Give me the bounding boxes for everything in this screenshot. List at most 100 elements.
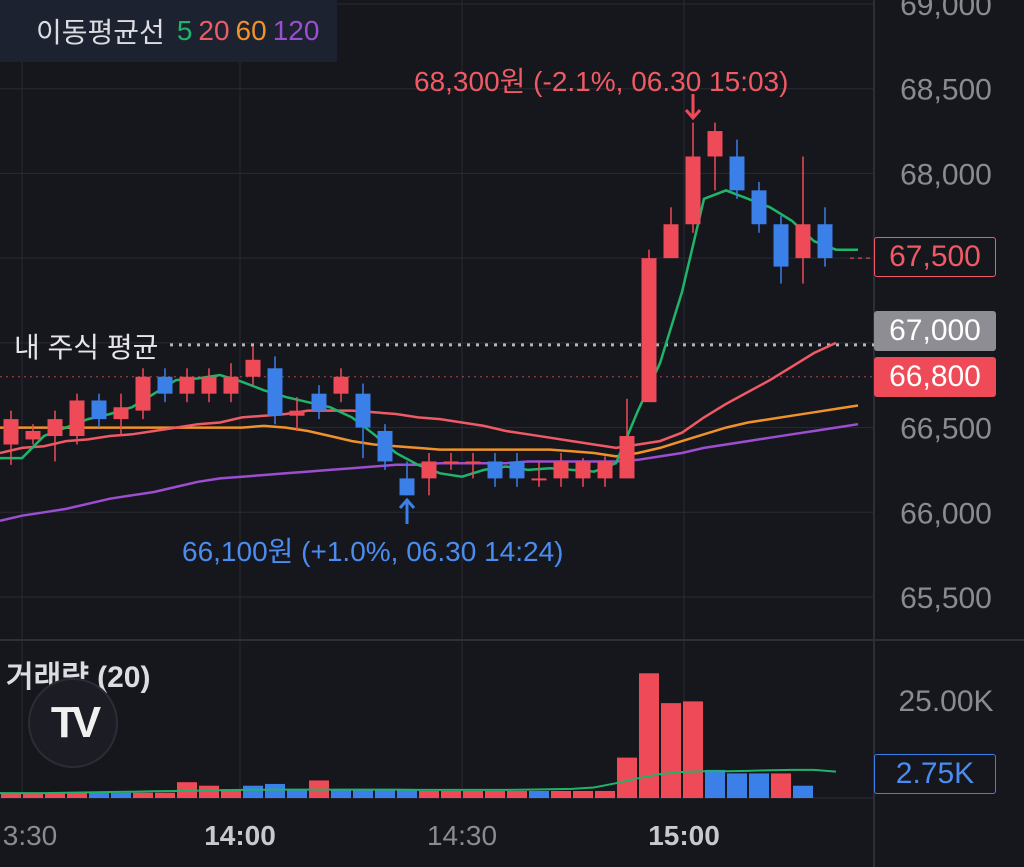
candle-body bbox=[619, 436, 635, 479]
time-axis: 3:30 14:00 14:30 15:00 bbox=[3, 820, 720, 851]
logo-text: TV bbox=[50, 698, 101, 747]
candle bbox=[619, 398, 635, 479]
candle-body bbox=[443, 461, 459, 464]
low-arrow-icon bbox=[398, 497, 416, 524]
volume-bar bbox=[133, 792, 153, 798]
candle bbox=[773, 215, 789, 284]
price-axis: 65,500 66,000 66,500 68,000 68,500 69,000 25.0… bbox=[898, 0, 993, 718]
time-tick-label: 3:30 bbox=[3, 820, 58, 851]
candle bbox=[333, 368, 349, 403]
candle bbox=[707, 122, 723, 191]
volume-bar bbox=[199, 785, 219, 798]
candle-body bbox=[135, 376, 151, 411]
volume-bar bbox=[155, 792, 175, 798]
candle bbox=[509, 452, 525, 487]
candle bbox=[553, 452, 569, 487]
candle-body bbox=[91, 400, 107, 420]
ma-legend-title: 이동평균선 bbox=[36, 17, 165, 48]
markers bbox=[398, 94, 702, 524]
time-tick-label: 14:30 bbox=[427, 820, 497, 851]
candle bbox=[179, 368, 195, 403]
volume-bar bbox=[573, 790, 593, 798]
time-tick-label: 14:00 bbox=[204, 820, 276, 851]
volume-bar bbox=[749, 773, 769, 798]
volume-bar bbox=[705, 769, 725, 798]
volume-bar bbox=[111, 792, 131, 798]
volume-bar bbox=[639, 673, 659, 798]
candle-body bbox=[663, 224, 679, 259]
candle-body bbox=[421, 461, 437, 479]
candle-body bbox=[355, 393, 371, 428]
volume-bar bbox=[771, 773, 791, 798]
candle bbox=[91, 393, 107, 428]
candle bbox=[575, 458, 591, 487]
volume-bar bbox=[793, 785, 813, 798]
volume-bar bbox=[397, 789, 417, 798]
tradingview-logo-icon[interactable]: TV bbox=[28, 678, 118, 768]
volume-bar bbox=[661, 703, 681, 798]
candle bbox=[597, 456, 613, 487]
candle-body bbox=[795, 224, 811, 259]
candle-body bbox=[575, 461, 591, 479]
candles bbox=[3, 122, 833, 496]
candle bbox=[135, 368, 151, 420]
candle-body bbox=[47, 419, 63, 437]
volume-bar bbox=[23, 792, 43, 798]
ma-legend-5: 5 bbox=[176, 15, 193, 46]
candle-body bbox=[157, 376, 173, 394]
candle bbox=[729, 139, 745, 199]
candle-body bbox=[333, 376, 349, 394]
candle-body bbox=[69, 400, 85, 437]
price-tick-label: 66,000 bbox=[900, 497, 992, 530]
candle bbox=[531, 461, 547, 487]
volume-bar bbox=[1, 792, 21, 798]
candle-body bbox=[377, 430, 393, 462]
candle-body bbox=[641, 258, 657, 403]
volume-bar bbox=[463, 790, 483, 798]
candle bbox=[157, 368, 173, 403]
candle bbox=[465, 452, 481, 479]
candle-body bbox=[487, 461, 503, 479]
candle-body bbox=[3, 419, 19, 445]
volume-bar bbox=[67, 792, 87, 798]
volume-bar bbox=[617, 757, 637, 798]
volume-bar bbox=[375, 789, 395, 798]
bid-price-tag: 66,800 bbox=[874, 357, 996, 397]
candle-body bbox=[773, 224, 789, 267]
candle-body bbox=[751, 190, 767, 225]
candle-body bbox=[113, 407, 129, 420]
candle-body bbox=[245, 359, 261, 377]
candle-body bbox=[729, 156, 745, 191]
volume-bar bbox=[441, 790, 461, 798]
candle bbox=[47, 410, 63, 462]
current-price-tag: 67,500 bbox=[874, 237, 996, 277]
candle-body bbox=[817, 224, 833, 259]
high-arrow-icon bbox=[684, 94, 702, 121]
candle bbox=[487, 452, 503, 487]
candle bbox=[3, 410, 19, 465]
candle-body bbox=[267, 368, 283, 416]
candle-body bbox=[311, 393, 327, 411]
candle-body bbox=[597, 461, 613, 479]
volume-bar bbox=[485, 790, 505, 798]
my-average-price-tag: 67,000 bbox=[874, 311, 996, 351]
ma-legend[interactable]: 이동평균선 5 20 60 120 bbox=[0, 0, 338, 62]
candle-body bbox=[531, 478, 547, 481]
ma-legend-20: 20 bbox=[198, 15, 230, 46]
candle bbox=[223, 363, 239, 403]
volume-bar bbox=[287, 789, 307, 798]
volume-bar bbox=[353, 789, 373, 798]
candle-body bbox=[465, 461, 481, 464]
volume-bar bbox=[551, 790, 571, 798]
candle-body bbox=[685, 156, 701, 225]
candle bbox=[311, 385, 327, 420]
candle bbox=[685, 122, 701, 233]
candle bbox=[289, 397, 305, 431]
time-tick-label: 15:00 bbox=[648, 820, 720, 851]
candle bbox=[201, 368, 217, 403]
candle bbox=[443, 452, 459, 470]
candle-body bbox=[223, 376, 239, 394]
ma-legend-120: 120 bbox=[272, 15, 320, 46]
volume-bar bbox=[221, 789, 241, 798]
